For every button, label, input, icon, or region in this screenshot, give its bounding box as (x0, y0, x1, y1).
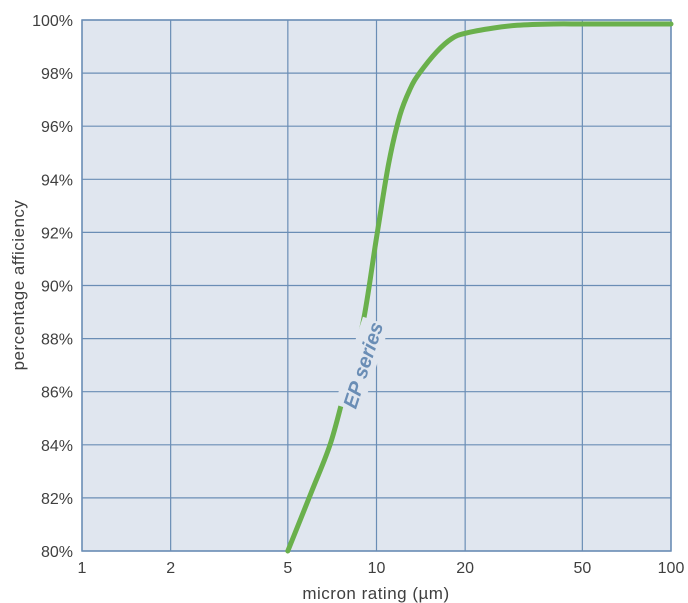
x-tick-label: 1 (78, 560, 87, 577)
plot-border (81, 19, 672, 552)
y-tick-label: 84% (41, 438, 73, 455)
x-tick-label: 20 (456, 560, 474, 577)
y-tick-label: 86% (41, 385, 73, 402)
y-tick-label: 94% (41, 172, 73, 189)
x-tick-label: 10 (368, 560, 386, 577)
grid-lines (81, 19, 672, 552)
y-tick-label: 88% (41, 332, 73, 349)
x-tick-label: 50 (573, 560, 591, 577)
x-tick-label: 100 (658, 560, 685, 577)
y-tick-label: 82% (41, 491, 73, 508)
y-axis-label: percentage afficiency (9, 200, 28, 371)
y-tick-labels: 80% 82% 84% 86% 88% 90% 92% 94% 96% 98% 100% (32, 13, 73, 561)
y-tick-label: 100% (32, 13, 73, 30)
x-axis-label: micron rating (µm) (302, 584, 449, 603)
x-tick-label: 5 (283, 560, 292, 577)
x-tick-label: 2 (166, 560, 175, 577)
y-tick-label: 96% (41, 119, 73, 136)
y-tick-label: 80% (41, 544, 73, 561)
y-tick-label: 92% (41, 225, 73, 242)
y-tick-label: 98% (41, 66, 73, 83)
series-annotation-background (334, 316, 390, 413)
y-tick-label: 90% (41, 279, 73, 296)
x-tick-labels: 1 2 5 10 20 50 100 (78, 560, 685, 577)
